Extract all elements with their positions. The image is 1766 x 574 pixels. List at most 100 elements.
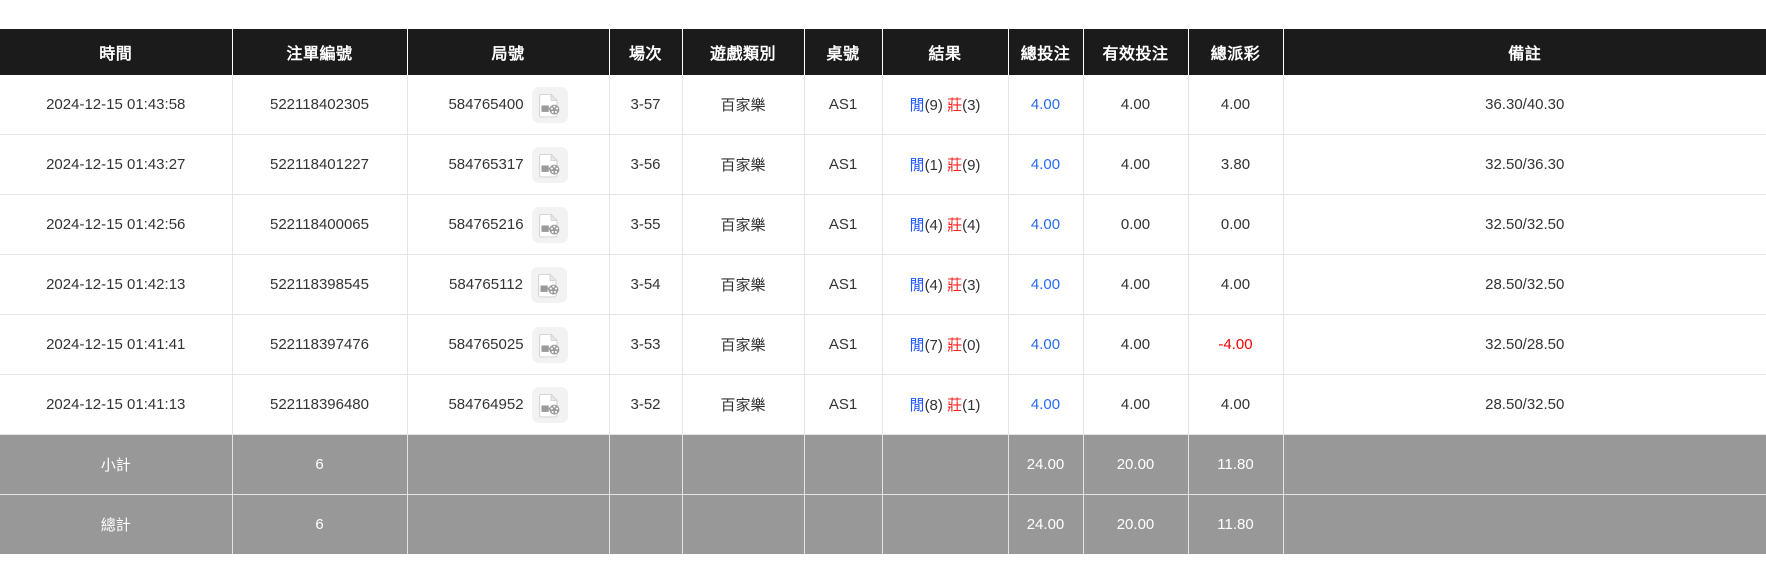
cell-result: 閒(9) 莊(3) [882,75,1009,135]
summary-count: 6 [315,516,324,533]
total-bet-value[interactable]: 4.00 [1030,216,1061,233]
bet-history-table-container: 時間 注單編號 局號 場次 遊戲類別 桌號 結果 總投注 有效投注 總派彩 備註… [0,29,1766,554]
round-no-text: 584765025 [448,336,524,353]
game-type-text: 百家樂 [720,277,766,294]
cell-payout: 3.80 [1188,134,1284,195]
time-text: 2024-12-15 01:41:13 [46,396,186,413]
time-text: 2024-12-15 01:43:27 [46,156,186,173]
time-text: 2024-12-15 01:43:58 [46,96,186,113]
round-no-group: 584765317 [448,146,568,183]
cell-payout: 4.00 [1188,75,1284,135]
bet-no-text: 522118397476 [270,336,369,353]
cell-valid-bet: 4.00 [1083,254,1189,315]
table-no-text: AS1 [828,216,858,233]
header-row: 時間 注單編號 局號 場次 遊戲類別 桌號 結果 總投注 有效投注 總派彩 備註 [0,29,1766,75]
summary-remark-cell [1283,434,1766,495]
result-banker-label: 莊 [947,157,963,174]
summary-shoe-cell [609,494,683,554]
valid-bet-value: 4.00 [1120,336,1151,353]
subtotal-row: 小計 6 24.00 20.00 11.80 [0,434,1766,495]
cell-shoe: 3-55 [609,194,683,255]
remark-text: 28.50/32.50 [1485,396,1565,413]
column-header-table-no[interactable]: 桌號 [804,29,883,75]
table-no-text: AS1 [828,96,858,113]
cell-time: 2024-12-15 01:43:27 [0,134,233,195]
round-no-group: 584765400 [448,86,568,123]
summary-valid-bet: 20.00 [1116,456,1155,473]
game-type-text: 百家樂 [720,97,766,114]
remark-text: 32.50/28.50 [1485,336,1565,353]
column-header-round-no[interactable]: 局號 [407,29,610,75]
column-header-shoe[interactable]: 場次 [609,29,683,75]
summary-label-cell: 總計 [0,494,233,554]
video-replay-icon[interactable] [530,266,567,303]
total-bet-value[interactable]: 4.00 [1030,396,1061,413]
result-banker-value: (0) [962,337,981,354]
result-player-value: (9) [924,97,943,114]
cell-round-no: 584764952 [407,374,610,435]
cell-table-no: AS1 [804,314,883,375]
remark-text: 36.30/40.30 [1485,96,1565,113]
table-row: 2024-12-15 01:42:13 522118398545 584765112… [0,254,1766,315]
bet-no-text: 522118398545 [270,276,369,293]
bet-no-text: 522118400065 [270,216,369,233]
cell-bet-no: 522118400065 [232,194,408,255]
result-banker-value: (9) [962,157,981,174]
column-header-time[interactable]: 時間 [0,29,233,75]
cell-result: 閒(4) 莊(3) [882,254,1009,315]
cell-total-bet: 4.00 [1008,194,1084,255]
video-replay-icon[interactable] [531,206,568,243]
round-no-group: 584764952 [448,386,568,423]
cell-bet-no: 522118396480 [232,374,408,435]
video-replay-icon[interactable] [531,326,568,363]
column-header-game-type[interactable]: 遊戲類別 [682,29,805,75]
video-replay-icon[interactable] [531,146,568,183]
cell-payout: 4.00 [1188,254,1284,315]
shoe-text: 3-52 [630,396,661,413]
bet-no-text: 522118402305 [270,96,369,113]
column-header-payout[interactable]: 總派彩 [1188,29,1284,75]
bet-no-text: 522118396480 [270,396,369,413]
cell-result: 閒(8) 莊(1) [882,374,1009,435]
round-no-group: 584765112 [449,266,567,303]
cell-valid-bet: 0.00 [1083,194,1189,255]
cell-remark: 36.30/40.30 [1283,75,1766,135]
round-no-group: 584765025 [448,326,568,363]
result-banker-value: (3) [962,97,981,114]
cell-bet-no: 522118398545 [232,254,408,315]
total-bet-value[interactable]: 4.00 [1030,156,1061,173]
column-header-valid-bet[interactable]: 有效投注 [1083,29,1189,75]
valid-bet-value: 4.00 [1120,96,1151,113]
result-banker-value: (3) [962,277,981,294]
time-text: 2024-12-15 01:41:41 [46,336,186,353]
cell-game-type: 百家樂 [682,134,805,195]
video-replay-icon[interactable] [531,86,568,123]
video-replay-icon[interactable] [531,386,568,423]
result-banker-value: (1) [962,397,981,414]
cell-remark: 32.50/28.50 [1283,314,1766,375]
payout-value: -4.00 [1218,336,1253,353]
cell-bet-no: 522118402305 [232,75,408,135]
total-bet-value[interactable]: 4.00 [1030,276,1061,293]
remark-text: 32.50/32.50 [1485,216,1565,233]
cell-game-type: 百家樂 [682,374,805,435]
summary-result-cell [882,494,1009,554]
summary-result-cell [882,434,1009,495]
summary-payout-cell: 11.80 [1188,434,1284,495]
table-body: 2024-12-15 01:43:58 522118402305 584765400… [0,75,1766,554]
column-header-bet-no[interactable]: 注單編號 [232,29,408,75]
cell-time: 2024-12-15 01:42:13 [0,254,233,315]
column-header-total-bet[interactable]: 總投注 [1008,29,1084,75]
cell-round-no: 584765216 [407,194,610,255]
table-no-text: AS1 [828,276,858,293]
table-row: 2024-12-15 01:41:13 522118396480 584764952… [0,374,1766,435]
summary-label-cell: 小計 [0,434,233,495]
total-bet-value[interactable]: 4.00 [1030,96,1061,113]
cell-valid-bet: 4.00 [1083,374,1189,435]
summary-game-type-cell [682,434,805,495]
time-text: 2024-12-15 01:42:13 [46,276,186,293]
column-header-result[interactable]: 結果 [882,29,1009,75]
total-bet-value[interactable]: 4.00 [1030,336,1061,353]
column-header-remark[interactable]: 備註 [1283,29,1766,75]
cell-total-bet: 4.00 [1008,314,1084,375]
